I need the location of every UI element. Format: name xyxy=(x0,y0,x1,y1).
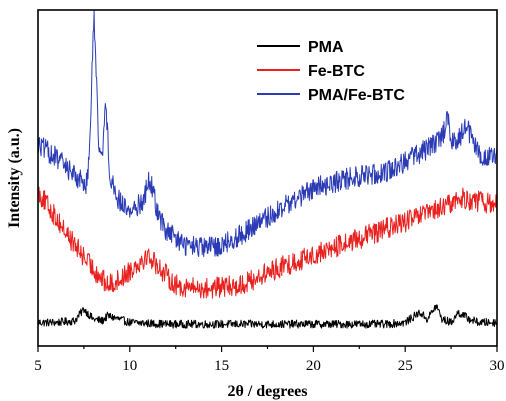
legend: PMA Fe-BTC PMA/Fe-BTC xyxy=(257,39,405,104)
legend-label: PMA/Fe-BTC xyxy=(308,87,405,104)
plot-frame xyxy=(37,9,498,347)
x-tick-label: 10 xyxy=(122,358,137,374)
x-tick-label: 15 xyxy=(214,358,229,374)
x-tick-label: 5 xyxy=(34,358,42,374)
series-line-pma-fe-btc xyxy=(37,9,498,258)
series-line-fe-btc xyxy=(37,186,498,299)
x-ticks: 5 10 15 20 25 30 xyxy=(34,346,505,374)
y-axis-label: Intensity (a.u.) xyxy=(6,128,23,228)
x-tick-label: 25 xyxy=(398,358,413,374)
x-axis-label: 2θ / degrees xyxy=(227,383,307,400)
legend-label: PMA xyxy=(308,39,344,56)
legend-label: Fe-BTC xyxy=(308,63,365,80)
series-layer xyxy=(37,9,498,329)
x-tick-label: 30 xyxy=(490,358,505,374)
series-line-pma xyxy=(37,304,498,329)
x-tick-label: 20 xyxy=(306,358,321,374)
